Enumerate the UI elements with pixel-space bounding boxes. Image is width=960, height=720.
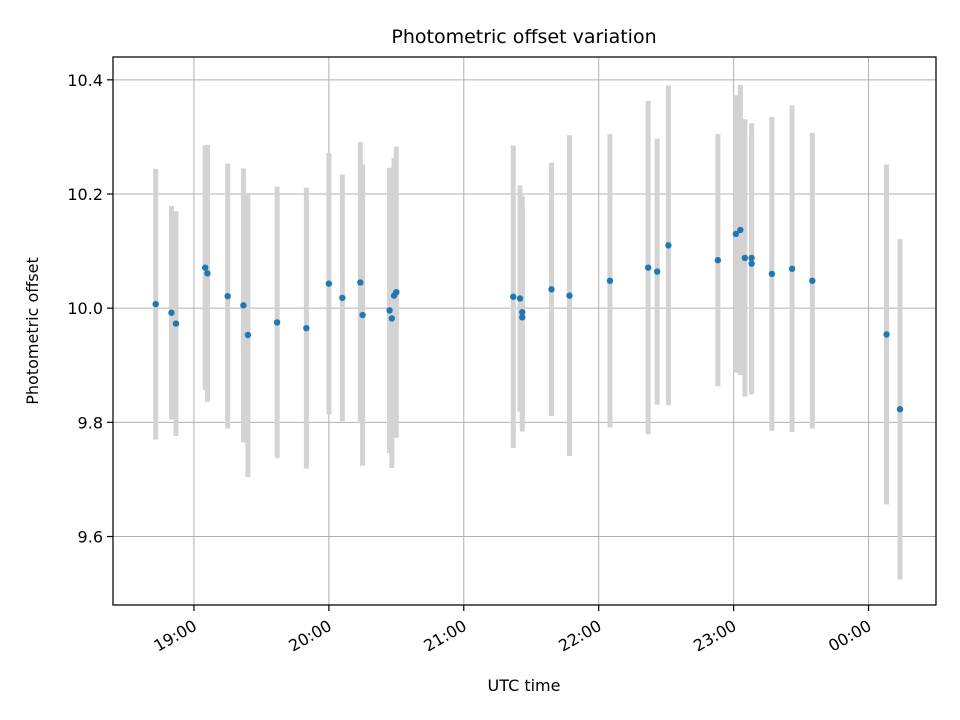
data-point — [204, 270, 211, 277]
data-point — [732, 230, 740, 238]
data-point — [883, 331, 890, 338]
data-point — [388, 315, 396, 322]
data-point — [224, 292, 231, 300]
data-point — [168, 309, 175, 316]
data-point — [737, 226, 744, 234]
data-point — [516, 295, 524, 302]
data-point — [653, 268, 661, 275]
y-tick-label: 10.0 — [67, 299, 103, 318]
y-tick-label: 10.4 — [67, 71, 103, 90]
x-axis-label: UTC time — [488, 676, 561, 695]
data-point — [665, 242, 672, 249]
data-point — [741, 254, 749, 262]
data-point — [748, 254, 755, 262]
y-tick-label: 9.6 — [78, 528, 103, 547]
data-point — [273, 319, 281, 326]
data-point — [240, 302, 247, 309]
data-point — [386, 307, 393, 314]
data-point — [339, 294, 346, 302]
data-point — [606, 277, 614, 284]
data-points — [152, 226, 904, 413]
data-point — [510, 293, 517, 300]
data-point — [896, 406, 904, 413]
chart-title: Photometric offset variation — [391, 26, 656, 48]
data-point — [325, 280, 333, 287]
data-point — [519, 314, 526, 321]
data-point — [393, 288, 400, 296]
data-point — [768, 270, 776, 278]
data-point — [303, 324, 310, 332]
y-axis-label: Photometric offset — [23, 257, 42, 405]
y-tick-label: 10.2 — [67, 185, 103, 204]
data-point — [788, 265, 796, 272]
data-point — [644, 264, 652, 271]
data-point — [714, 257, 722, 264]
data-point — [172, 320, 180, 327]
data-point — [748, 260, 755, 267]
data-point — [357, 279, 364, 286]
data-point — [809, 277, 816, 284]
data-point — [359, 311, 366, 319]
data-point — [201, 264, 209, 271]
data-point — [566, 292, 573, 299]
data-point — [519, 308, 526, 316]
data-point — [244, 331, 252, 339]
y-tick-label: 9.8 — [78, 413, 103, 432]
data-point — [152, 300, 159, 308]
data-point — [548, 286, 555, 293]
y-axis: 9.6 9.8 10.0 10.2 10.4 — [67, 71, 113, 547]
plot-frame — [112, 56, 937, 606]
